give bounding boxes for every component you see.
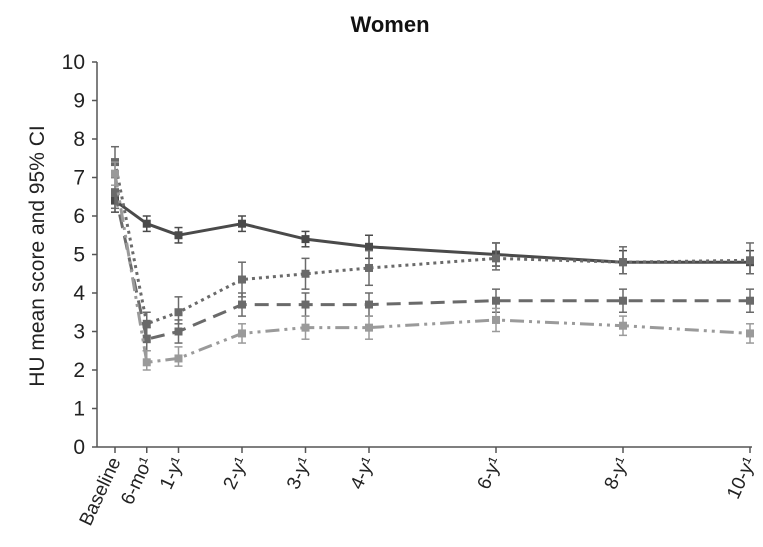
y-tick-label: 4	[73, 282, 85, 305]
x-tick-label: 4-y¹	[347, 454, 380, 493]
y-tick-label: 7	[73, 167, 85, 190]
data-point	[174, 231, 183, 240]
y-axis-label: HU mean score and 95% CI	[26, 125, 49, 386]
y-tick-label: 6	[73, 205, 85, 228]
data-point	[365, 242, 373, 251]
y-tick-label: 10	[62, 51, 85, 74]
data-point	[174, 308, 183, 317]
data-point	[238, 329, 246, 338]
data-point	[174, 327, 183, 336]
data-point	[365, 323, 373, 332]
y-tick-label: 1	[73, 398, 85, 421]
data-point	[238, 300, 246, 309]
data-point	[746, 296, 754, 305]
axes	[96, 62, 752, 448]
data-point	[365, 263, 373, 272]
x-tick-label: 8-y¹	[601, 454, 634, 493]
data-point	[301, 323, 310, 332]
chart-title: Women	[350, 12, 429, 37]
series-4	[111, 161, 754, 371]
y-tick-label: 2	[73, 359, 85, 382]
x-tick-label: Baseline	[76, 454, 126, 529]
data-point	[238, 275, 246, 284]
data-point	[238, 219, 246, 228]
x-tick-label: 2-y¹	[220, 454, 253, 493]
y-tick-label: 9	[73, 90, 85, 113]
series-group	[111, 145, 754, 371]
data-point	[142, 319, 151, 328]
series-line	[113, 173, 751, 364]
data-point	[619, 296, 627, 305]
data-point	[746, 329, 754, 338]
data-point	[301, 300, 310, 309]
data-point	[111, 169, 119, 178]
x-tick-label: 1-y¹	[156, 454, 189, 493]
x-tick-label: 10-y¹	[723, 454, 760, 502]
data-point	[619, 258, 627, 267]
x-tick-label: 3-y¹	[283, 454, 316, 493]
data-point	[492, 296, 500, 305]
data-point	[301, 269, 310, 278]
y-tick-label: 3	[73, 321, 85, 344]
data-point	[142, 219, 151, 228]
series-2	[111, 145, 754, 337]
series-line	[113, 161, 751, 326]
y-tick-label: 5	[73, 244, 85, 267]
data-point	[111, 188, 119, 197]
data-point	[746, 256, 754, 265]
y-tick-label: 8	[73, 128, 85, 151]
data-point	[142, 335, 151, 344]
data-point	[492, 315, 500, 324]
data-point	[492, 254, 500, 263]
y-tick-label: 0	[73, 436, 85, 459]
data-point	[142, 358, 151, 367]
series-line	[113, 192, 750, 341]
data-point	[174, 354, 183, 363]
data-point	[301, 235, 310, 244]
series-line	[114, 199, 750, 264]
y-ticks: 0 1 2 3 4 5 6 7 8 9 10	[62, 51, 97, 459]
data-point	[365, 300, 373, 309]
series-3	[111, 176, 754, 352]
x-tick-label: 6-y¹	[474, 454, 507, 493]
data-point	[619, 321, 627, 330]
